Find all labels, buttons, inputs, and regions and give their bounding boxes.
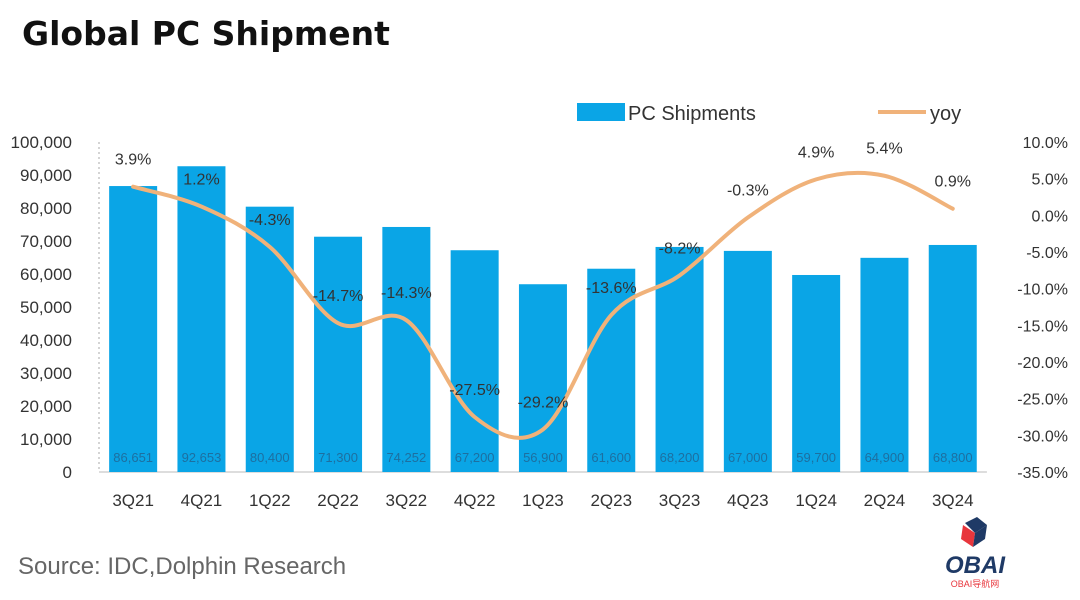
right-tick-label: -35.0% (1017, 465, 1068, 482)
x-tick-label: 2Q24 (864, 491, 906, 510)
yoy-data-label: 1.2% (183, 172, 219, 189)
yoy-data-label: -14.3% (381, 285, 432, 302)
right-tick-label: -15.0% (1017, 318, 1068, 335)
bar-data-label: 92,653 (182, 450, 222, 465)
left-tick-label: 20,000 (20, 397, 72, 416)
x-tick-label: 4Q22 (454, 491, 496, 510)
left-tick-label: 80,000 (20, 199, 72, 218)
yoy-data-label: 5.4% (866, 141, 902, 158)
right-tick-label: -10.0% (1017, 282, 1068, 299)
bar-data-label: 67,200 (455, 450, 495, 465)
x-tick-label: 3Q23 (659, 491, 701, 510)
yoy-data-label: -14.7% (313, 288, 364, 305)
bar-2Q24 (860, 257, 909, 472)
yoy-data-label: -0.3% (727, 183, 769, 200)
bar-data-label: 74,252 (386, 450, 426, 465)
yoy-data-label: -13.6% (586, 280, 637, 297)
yoy-data-label: -8.2% (659, 240, 701, 257)
bar-2Q22 (314, 236, 363, 472)
yoy-data-label: 0.9% (935, 174, 971, 191)
bar-data-label: 64,900 (865, 450, 905, 465)
bar-3Q22 (382, 226, 431, 472)
x-tick-label: 2Q23 (590, 491, 632, 510)
left-tick-label: 60,000 (20, 265, 72, 284)
left-tick-label: 0 (63, 463, 72, 482)
bar-3Q21 (109, 186, 158, 472)
bar-3Q24 (928, 244, 977, 472)
x-tick-label: 3Q21 (112, 491, 154, 510)
bar-data-label: 56,900 (523, 450, 563, 465)
x-tick-label: 1Q22 (249, 491, 291, 510)
bar-data-label: 67,000 (728, 450, 768, 465)
bar-1Q24 (792, 274, 841, 472)
right-tick-label: 10.0% (1023, 135, 1068, 152)
legend-label-line: yoy (930, 103, 961, 125)
svg-text:OBAI: OBAI (945, 552, 1006, 579)
left-tick-label: 90,000 (20, 166, 72, 185)
yoy-data-label: 3.9% (115, 152, 151, 169)
right-tick-label: -20.0% (1017, 355, 1068, 372)
yoy-data-label: 4.9% (798, 144, 834, 161)
bar-data-label: 61,600 (591, 450, 631, 465)
left-tick-label: 70,000 (20, 232, 72, 251)
svg-text:OBAI导航网: OBAI导航网 (951, 578, 1000, 589)
yoy-data-label: -4.3% (249, 212, 291, 229)
bar-3Q23 (655, 246, 704, 472)
source-note: Source: IDC,Dolphin Research (18, 553, 347, 580)
chart-title: Global PC Shipment (22, 14, 390, 53)
left-tick-label: 50,000 (20, 298, 72, 317)
legend-swatch-bars (577, 103, 625, 121)
bar-data-label: 68,200 (660, 450, 700, 465)
right-tick-label: 5.0% (1032, 172, 1068, 189)
x-tick-label: 1Q24 (795, 491, 837, 510)
left-tick-label: 30,000 (20, 364, 72, 383)
bar-4Q23 (723, 250, 772, 472)
yoy-data-label: -27.5% (449, 382, 500, 399)
x-tick-label: 3Q24 (932, 491, 974, 510)
bar-1Q23 (518, 284, 567, 472)
x-tick-label: 4Q21 (181, 491, 223, 510)
bar-4Q22 (450, 250, 499, 472)
right-tick-label: 0.0% (1032, 208, 1068, 225)
x-tick-label: 1Q23 (522, 491, 564, 510)
bar-data-label: 86,651 (113, 450, 153, 465)
bar-data-label: 59,700 (796, 450, 836, 465)
legend-label-bars: PC Shipments (628, 103, 756, 125)
right-tick-label: -30.0% (1017, 428, 1068, 445)
bar-data-label: 80,400 (250, 450, 290, 465)
x-tick-label: 4Q23 (727, 491, 769, 510)
right-tick-label: -25.0% (1017, 392, 1068, 409)
yoy-data-label: -29.2% (518, 394, 569, 411)
left-tick-label: 40,000 (20, 331, 72, 350)
x-tick-label: 3Q22 (386, 491, 428, 510)
left-tick-label: 100,000 (11, 133, 72, 152)
right-tick-label: -5.0% (1026, 245, 1068, 262)
left-tick-label: 10,000 (20, 430, 72, 449)
bar-1Q22 (245, 206, 294, 472)
bar-data-label: 71,300 (318, 450, 358, 465)
x-tick-label: 2Q22 (317, 491, 359, 510)
bar-4Q21 (177, 166, 226, 472)
obai-logo: OBAI OBAI导航网 (925, 515, 1025, 595)
bar-data-label: 68,800 (933, 450, 973, 465)
